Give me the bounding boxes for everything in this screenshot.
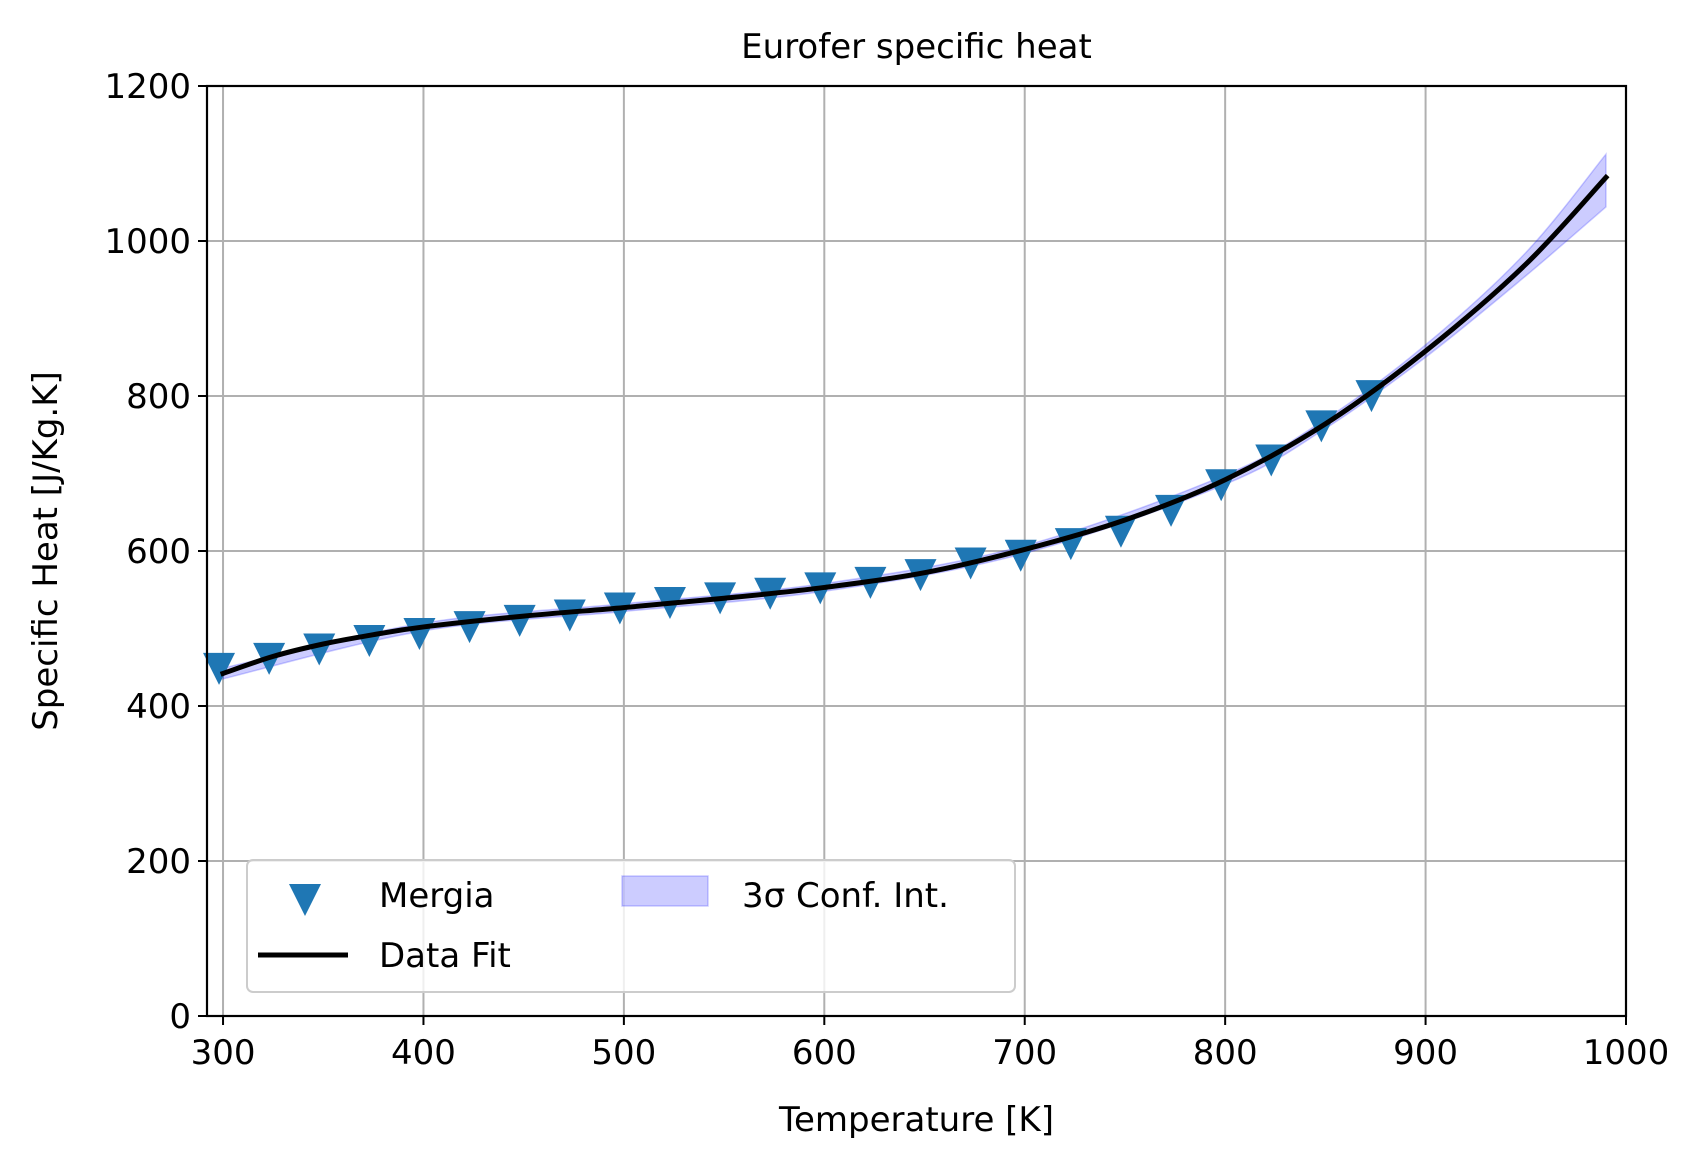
x-tick-label: 400 [391,1033,456,1073]
x-tick-label: 1000 [1583,1033,1670,1073]
y-axis-title: Specific Heat [J/Kg.K] [26,371,66,731]
x-tick-label: 600 [792,1033,857,1073]
x-axis-title: Temperature [K] [778,1100,1054,1140]
x-tick-label: 900 [1393,1033,1458,1073]
y-tick-label: 800 [126,377,191,417]
y-tick-label: 1000 [104,222,191,262]
legend-label-conf-int: 3σ Conf. Int. [742,876,949,916]
data-point [553,599,586,632]
x-tick-label: 500 [591,1033,656,1073]
ticks: 300 400 500 600 700 800 900 1000 0 200 400 600 800 10… [104,67,1669,1073]
y-tick-label: 1200 [104,67,191,107]
fit-line-layer [219,173,1610,677]
fit-line [219,173,1610,677]
legend-band-swatch [621,875,709,907]
x-tick-label: 800 [1193,1033,1258,1073]
y-tick-label: 400 [126,687,191,727]
legend-frame [246,859,1016,993]
data-point [503,604,536,637]
chart-title: Eurofer specific heat [741,27,1092,67]
legend-marker-swatch [289,884,321,916]
x-tick-label: 300 [191,1033,256,1073]
legend: Mergia Data Fit 3σ Conf. Int. [246,859,1016,993]
legend-label-data-fit: Data Fit [379,936,511,976]
legend-label-mergia: Mergia [379,876,495,916]
data-point [1155,494,1188,527]
data-point [203,652,236,685]
y-tick-label: 0 [169,997,191,1037]
y-tick-label: 600 [126,532,191,572]
x-tick-label: 700 [992,1033,1057,1073]
y-tick-label: 200 [126,842,191,882]
